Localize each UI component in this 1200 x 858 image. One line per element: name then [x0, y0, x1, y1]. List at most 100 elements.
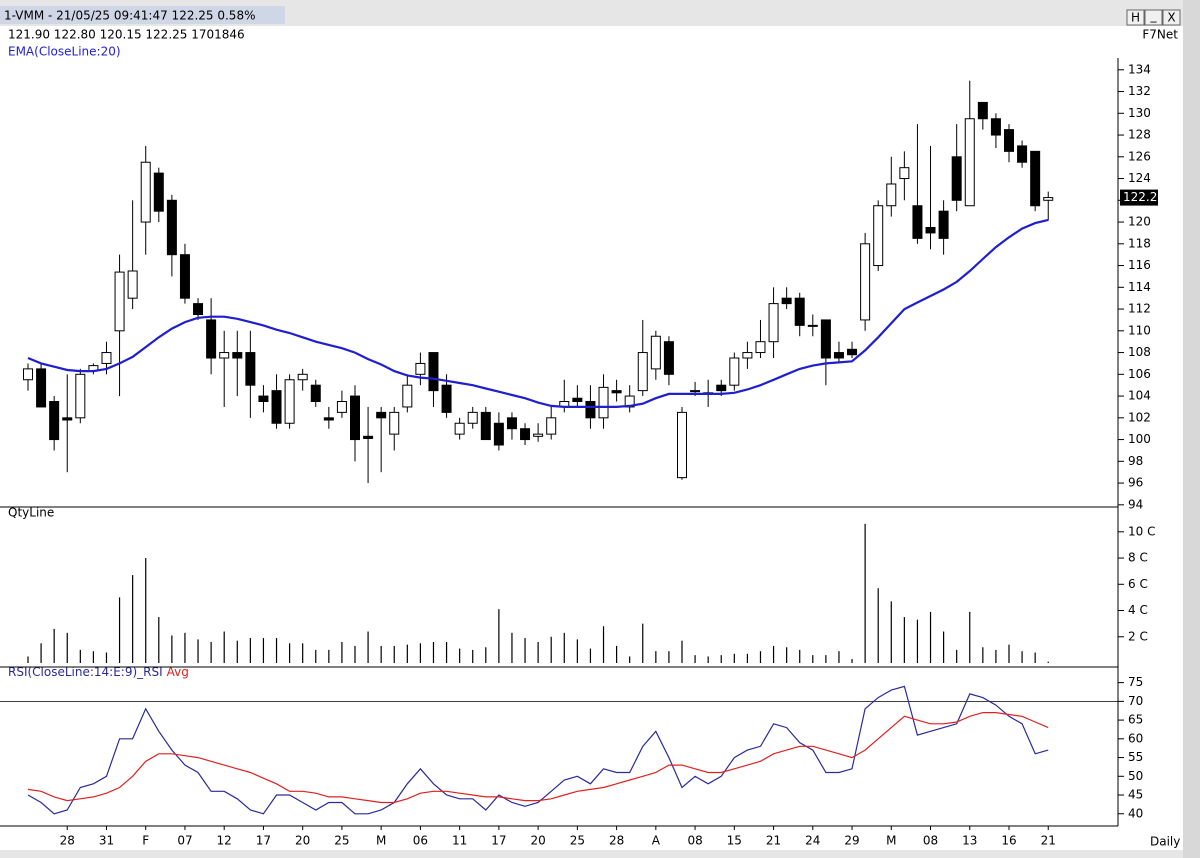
- candle-body: [127, 270, 138, 299]
- x-tick-label: 06: [413, 834, 428, 848]
- candle-body: [873, 205, 884, 267]
- candle-body: [336, 401, 347, 413]
- y-tick-label: 124: [1128, 171, 1151, 185]
- candle-body: [951, 156, 962, 201]
- source: F7Net: [1142, 28, 1178, 42]
- button-min[interactable]: [1144, 9, 1163, 26]
- candle-body: [193, 303, 204, 315]
- candle-body: [690, 390, 701, 393]
- candle-body: [258, 395, 269, 403]
- button-close[interactable]: [1162, 9, 1181, 26]
- candle-body: [1017, 145, 1028, 163]
- candle-body: [794, 297, 805, 326]
- y-tick-label: 60: [1128, 731, 1143, 745]
- candle-body: [663, 341, 674, 375]
- last-price-tag: [1120, 189, 1158, 206]
- candle-body: [533, 433, 544, 437]
- y-tick-label: 45: [1128, 788, 1143, 802]
- y-tick-label: 4 C: [1128, 603, 1148, 617]
- y-tick-label: 10 C: [1128, 524, 1155, 538]
- y-tick-label: 110: [1128, 323, 1151, 337]
- candle-body: [729, 357, 740, 386]
- x-tick-label: 28: [609, 834, 624, 848]
- y-tick-label: 94: [1128, 497, 1143, 511]
- y-tick-label: 98: [1128, 454, 1143, 468]
- toolbar: [0, 850, 1183, 858]
- y-tick-label: 8 C: [1128, 551, 1148, 565]
- x-tick-label: 20: [530, 834, 545, 848]
- candle-body: [310, 384, 321, 403]
- x-tick-label: 29: [844, 834, 859, 848]
- x-tick-label: 25: [570, 834, 585, 848]
- candle-body: [1030, 150, 1041, 207]
- y-tick-label: 112: [1128, 302, 1151, 316]
- rsi-legend: RSI(CloseLine:14:E:9)_RSI Avg: [8, 665, 189, 679]
- candle-body: [219, 352, 230, 359]
- y-tick-label: 118: [1128, 236, 1151, 250]
- candle-body: [938, 210, 949, 239]
- x-tick-label: 17: [256, 834, 271, 848]
- y-tick-label: 55: [1128, 750, 1143, 764]
- last-price-label: 122.25: [1123, 190, 1165, 204]
- x-tick-label: 25: [334, 834, 349, 848]
- y-tick-label: 128: [1128, 128, 1151, 142]
- candle-body: [101, 352, 112, 364]
- candle-body: [350, 395, 360, 441]
- candle-body: [206, 319, 217, 359]
- candle-body: [611, 390, 622, 394]
- candle-body: [232, 352, 243, 359]
- candle-body: [572, 397, 583, 403]
- candle-body: [140, 161, 151, 223]
- x-tick-label: 31: [99, 834, 114, 848]
- candle-body: [376, 411, 387, 419]
- y-tick-label: 40: [1128, 806, 1143, 820]
- candle-body: [323, 417, 334, 421]
- candle-body: [402, 384, 413, 408]
- candle-body: [637, 352, 648, 392]
- series-line: [27, 218, 1049, 408]
- candle-body: [899, 167, 910, 180]
- title-highlight: [0, 6, 285, 24]
- y-tick-label: 132: [1128, 84, 1151, 98]
- candle-body: [847, 348, 858, 356]
- x-tick-label: 21: [766, 834, 781, 848]
- x-tick-label: 28: [60, 834, 75, 848]
- y-tick-label: 106: [1128, 367, 1151, 381]
- candle-body: [153, 172, 164, 212]
- candle-body: [454, 422, 465, 435]
- y-tick-label: 114: [1128, 280, 1151, 294]
- y-tick-label: 120: [1128, 215, 1151, 229]
- candle-body: [912, 205, 923, 239]
- candle-body: [520, 428, 531, 441]
- window-title: 1-VMM - 21/05/25 09:41:47 122.25 0.58%: [4, 9, 255, 23]
- candle-body: [546, 417, 557, 435]
- candle-body: [415, 362, 426, 375]
- y-tick-label: 75: [1128, 675, 1143, 689]
- x-tick-label: 07: [177, 834, 192, 848]
- x-tick-label: M: [886, 834, 896, 848]
- quote-line: 121.90 122.80 120.15 122.25 1701846: [8, 28, 245, 42]
- y-tick-label: 104: [1128, 389, 1151, 403]
- x-tick-label: 15: [727, 834, 742, 848]
- y-tick-label: 2 C: [1128, 629, 1148, 643]
- button-h[interactable]: [1126, 9, 1145, 26]
- ema-legend: EMA(CloseLine:20): [8, 45, 121, 59]
- candle-body: [62, 417, 73, 421]
- candle-body: [925, 226, 936, 234]
- series-line: [27, 685, 1049, 815]
- candle-body: [964, 118, 975, 207]
- candle-body: [271, 390, 282, 424]
- window-edge: [1183, 0, 1200, 858]
- button-label: _: [1150, 9, 1158, 23]
- x-tick-label: 16: [1001, 834, 1016, 848]
- x-tick-label: 11: [452, 834, 467, 848]
- candle-body: [493, 422, 504, 446]
- candle-body: [755, 341, 766, 354]
- x-tick-label: A: [652, 834, 661, 848]
- y-tick-label: 116: [1128, 258, 1151, 272]
- candle-body: [716, 384, 727, 392]
- candle-body: [807, 324, 818, 327]
- candle-body: [742, 352, 753, 359]
